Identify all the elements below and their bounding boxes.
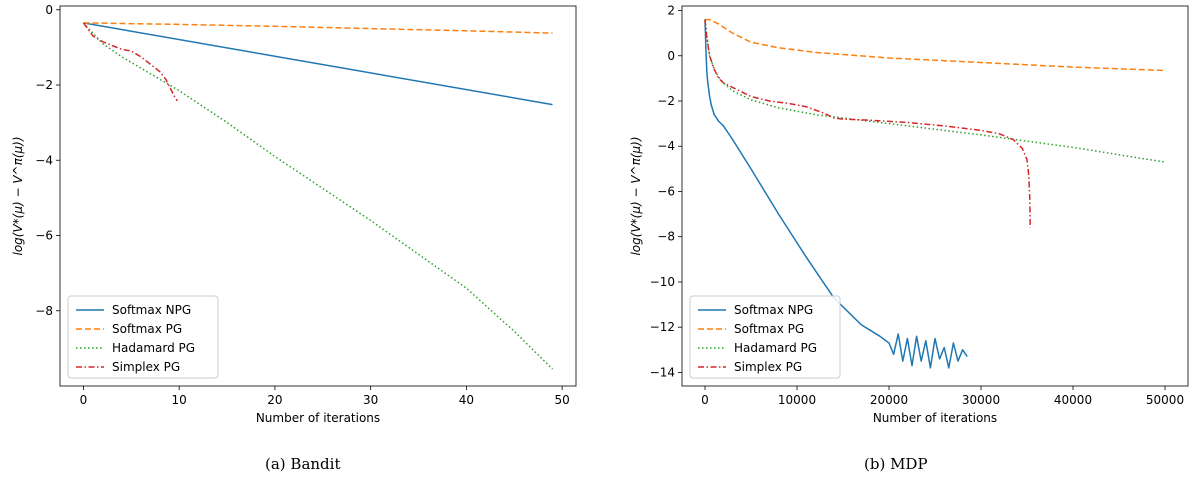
legend: Softmax NPG Softmax PG Hadamard PG Simplex … xyxy=(67,295,219,379)
x-tick-label: 0 xyxy=(701,393,709,407)
x-tick-label: 30000 xyxy=(962,393,1000,407)
y-tick-label: −8 xyxy=(35,304,53,318)
legend-label: Simplex PG xyxy=(734,360,802,374)
legend-label: Softmax PG xyxy=(734,322,804,336)
y-tick-label: −2 xyxy=(35,78,53,92)
y-tick-label: −6 xyxy=(657,184,675,198)
y-tick-label: −4 xyxy=(657,139,675,153)
legend-label: Hadamard PG xyxy=(734,341,817,355)
series-line-softmax-pg xyxy=(83,22,553,34)
y-tick-label: 0 xyxy=(45,3,53,17)
legend: Softmax NPG Softmax PG Hadamard PG Simplex … xyxy=(689,295,841,379)
legend-label: Simplex PG xyxy=(112,360,180,374)
y-tick-label: −14 xyxy=(650,365,675,379)
legend-label: Hadamard PG xyxy=(112,341,195,355)
x-tick-label: 30 xyxy=(363,393,378,407)
x-tick-label: 20000 xyxy=(870,393,908,407)
y-axis-label: log(V*(μ) − V^π(μ)) xyxy=(11,136,25,255)
legend-label: Softmax NPG xyxy=(734,303,813,317)
y-tick-label: −4 xyxy=(35,153,53,167)
x-tick-label: 50 xyxy=(554,393,569,407)
y-axis-label: log(V*(μ) − V^π(μ)) xyxy=(629,136,643,255)
chart-panel-0: 0 10 20 30 40 50 0 −2 −4 −6 −8 Number of iterations… xyxy=(11,3,577,425)
x-tick-label: 40000 xyxy=(1054,393,1092,407)
series-line-softmax-npg xyxy=(83,22,553,106)
legend-box xyxy=(67,295,219,379)
x-axis-label: Number of iterations xyxy=(256,411,380,425)
series-line-hadamard-pg xyxy=(82,22,554,370)
x-tick-label: 50000 xyxy=(1146,393,1184,407)
series-line-softmax-pg xyxy=(705,18,1166,72)
chart-panel-1: 0 10000 20000 30000 40000 50000 2 0 −2 −4 −6 −8 −10 −… xyxy=(629,4,1189,425)
series-line-softmax-npg xyxy=(704,19,968,369)
series-line-simplex-pg xyxy=(82,22,178,102)
y-tick-label: −8 xyxy=(657,230,675,244)
legend-box xyxy=(689,295,841,379)
series-line-hadamard-pg xyxy=(704,19,1166,163)
y-tick-label: −10 xyxy=(650,275,675,289)
x-tick-label: 40 xyxy=(459,393,474,407)
y-tick-label: −12 xyxy=(650,320,675,334)
y-tick-label: −2 xyxy=(657,94,675,108)
y-tick-label: 2 xyxy=(667,4,675,18)
x-tick-label: 10 xyxy=(172,393,187,407)
legend-label: Softmax PG xyxy=(112,322,182,336)
series-line-simplex-pg xyxy=(704,19,1031,228)
plot-frame xyxy=(59,5,577,387)
x-tick-label: 0 xyxy=(80,393,88,407)
y-tick-label: 0 xyxy=(667,49,675,63)
legend-label: Softmax NPG xyxy=(112,303,191,317)
caption-mdp: (b) MDP xyxy=(864,455,928,473)
caption-bandit: (a) Bandit xyxy=(265,455,341,473)
x-axis-label: Number of iterations xyxy=(873,411,997,425)
plot-frame xyxy=(681,5,1189,387)
x-tick-label: 10000 xyxy=(778,393,816,407)
y-tick-label: −6 xyxy=(35,229,53,243)
x-tick-label: 20 xyxy=(267,393,282,407)
